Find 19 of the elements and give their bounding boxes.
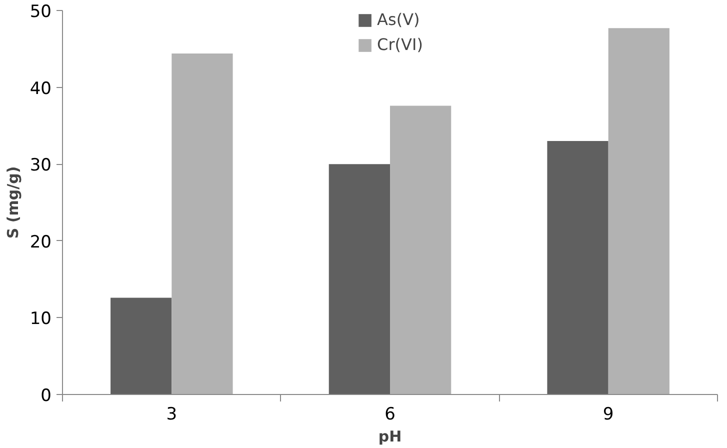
bar <box>172 54 233 394</box>
x-tick-label: 9 <box>602 404 614 424</box>
y-tick-label: 40 <box>30 78 52 99</box>
bar <box>328 164 390 394</box>
y-tick-label: 0 <box>40 386 52 406</box>
legend-label: As(V) <box>377 10 420 29</box>
x-axis-title: pH <box>378 428 402 446</box>
x-tick-label: 3 <box>166 404 178 424</box>
y-tick-label: 10 <box>30 309 52 330</box>
y-tick-label: 30 <box>30 156 52 176</box>
bar <box>608 28 670 394</box>
y-axis-title: S (mg/g) <box>4 166 22 239</box>
y-tick-label: 20 <box>30 232 52 252</box>
x-tick-label: 6 <box>384 404 396 424</box>
legend-label: Cr(VI) <box>377 35 423 54</box>
bar <box>547 141 608 394</box>
y-tick-label: 50 <box>30 2 52 22</box>
bar <box>390 106 452 394</box>
bar <box>110 298 172 394</box>
